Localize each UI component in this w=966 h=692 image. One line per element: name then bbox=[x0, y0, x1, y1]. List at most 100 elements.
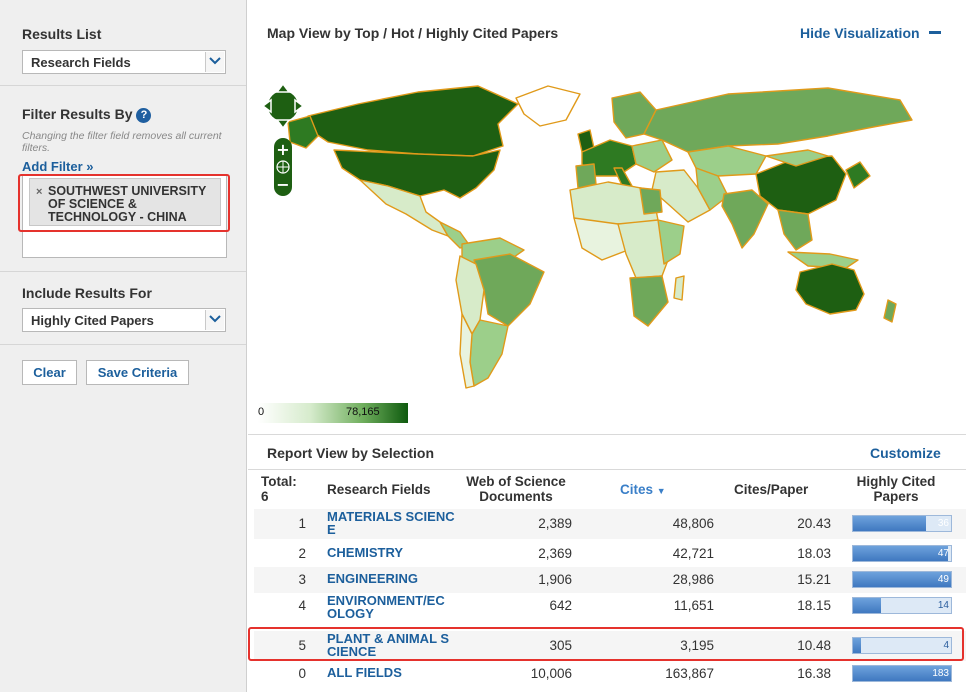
highly-cited-value: 47 bbox=[937, 548, 949, 559]
row-cites: 42,721 bbox=[672, 546, 714, 561]
legend-max: 78,165 bbox=[346, 406, 380, 418]
highlight-box-filter bbox=[18, 174, 230, 232]
map-region-argentina bbox=[469, 319, 509, 387]
row-documents: 305 bbox=[549, 638, 572, 653]
highly-cited-bar: 49 bbox=[852, 571, 952, 588]
highly-cited-bar-fill bbox=[853, 546, 948, 561]
include-select[interactable]: Highly Cited Papers bbox=[22, 308, 226, 332]
highly-cited-value: 4 bbox=[943, 640, 949, 651]
clear-button[interactable]: Clear bbox=[22, 360, 77, 385]
wos-documents-header[interactable]: Web of Science Documents bbox=[466, 474, 566, 504]
highly-cited-bar-fill bbox=[853, 572, 951, 587]
cites-header[interactable]: Cites ▼ bbox=[620, 482, 666, 499]
row-cites: 11,651 bbox=[673, 598, 714, 613]
table-row[interactable]: 5 PLANT & ANIMAL SCIENCE 305 3,195 10.48 4 bbox=[254, 631, 966, 661]
row-cites-per-paper: 15.21 bbox=[797, 572, 831, 587]
world-map[interactable]: + − bbox=[248, 64, 966, 434]
research-field-link[interactable]: ENGINEERING bbox=[327, 571, 419, 586]
table-row[interactable]: 3 ENGINEERING 1,906 28,986 15.21 49 bbox=[254, 567, 966, 593]
hide-visualization-link[interactable]: Hide Visualization bbox=[800, 25, 942, 41]
results-list-title: Results List bbox=[22, 26, 102, 42]
hide-visualization-label: Hide Visualization bbox=[800, 25, 920, 41]
results-list-section: Results List Research Fields bbox=[0, 0, 246, 86]
research-field-link[interactable]: CHEMISTRY bbox=[327, 545, 404, 560]
results-list-select[interactable]: Research Fields bbox=[22, 50, 226, 74]
row-documents: 1,906 bbox=[538, 572, 572, 587]
filter-list-box[interactable]: × SOUTHWEST UNIVERSITY OF SCIENCE & TECH… bbox=[22, 174, 227, 258]
cites-header-label: Cites bbox=[620, 482, 654, 497]
add-filter-link[interactable]: Add Filter » bbox=[22, 159, 94, 174]
row-rank: 0 bbox=[298, 666, 306, 681]
map-view-title: Map View by Top / Hot / Highly Cited Pap… bbox=[267, 25, 559, 41]
total-label: Total: bbox=[261, 474, 297, 489]
table-row[interactable]: 2 CHEMISTRY 2,369 42,721 18.03 47 bbox=[254, 541, 966, 567]
row-cites: 3,195 bbox=[680, 638, 714, 653]
help-icon[interactable]: ? bbox=[136, 108, 152, 123]
map-region-japan-korea bbox=[845, 161, 871, 189]
map-pan-control[interactable] bbox=[261, 82, 305, 130]
row-cites-per-paper: 18.15 bbox=[797, 598, 831, 613]
research-field-link[interactable]: MATERIALS SCIENCE bbox=[327, 509, 455, 537]
map-region-brazil bbox=[473, 253, 545, 327]
highly-cited-bar-fill bbox=[853, 598, 881, 613]
highly-cited-bar-fill bbox=[853, 516, 926, 531]
map-region-canada bbox=[307, 85, 519, 157]
research-fields-header[interactable]: Research Fields bbox=[327, 482, 431, 497]
results-list-select-value: Research Fields bbox=[31, 55, 131, 70]
highly-cited-bar: 47 bbox=[852, 545, 952, 562]
svg-text:−: − bbox=[276, 175, 289, 194]
table-row[interactable]: 4 ENVIRONMENT/ECOLOGY 642 11,651 18.15 14 bbox=[254, 593, 966, 621]
map-region-madagascar bbox=[673, 275, 685, 301]
map-region-eastern-europe bbox=[631, 139, 673, 173]
highly-cited-bar: 14 bbox=[852, 597, 952, 614]
map-region-mongolia bbox=[765, 149, 829, 167]
map-region-indonesia bbox=[787, 251, 859, 269]
include-title: Include Results For bbox=[22, 285, 152, 301]
row-documents: 2,389 bbox=[538, 516, 572, 531]
highly-cited-papers-header[interactable]: Highly Cited Papers bbox=[856, 474, 936, 504]
save-criteria-button[interactable]: Save Criteria bbox=[86, 360, 189, 385]
map-region-india bbox=[721, 189, 769, 249]
filter-section: Filter Results By? bbox=[0, 86, 246, 272]
research-field-link[interactable]: ENVIRONMENT/ECOLOGY bbox=[327, 593, 445, 621]
map-region-alaska bbox=[287, 115, 319, 149]
map-zoom-control[interactable]: + − bbox=[274, 138, 292, 196]
table-row[interactable]: 0 ALL FIELDS 10,006 163,867 16.38 183 bbox=[254, 661, 966, 687]
highly-cited-value: 14 bbox=[937, 600, 949, 611]
row-rank: 2 bbox=[298, 546, 306, 561]
row-rank: 3 bbox=[298, 572, 306, 587]
divider bbox=[248, 434, 966, 435]
map-region-iran bbox=[695, 167, 729, 211]
map-region-new-zealand bbox=[883, 299, 897, 323]
research-field-link[interactable]: ALL FIELDS bbox=[327, 665, 402, 680]
total-value: 6 bbox=[261, 489, 269, 504]
map-legend: 0 78,165 bbox=[258, 403, 408, 423]
filter-title-text: Filter Results By bbox=[22, 106, 133, 122]
row-cites: 48,806 bbox=[672, 516, 714, 531]
highlight-box-row bbox=[248, 627, 964, 661]
minus-icon bbox=[929, 31, 942, 34]
map-region-east-africa bbox=[657, 219, 685, 265]
row-rank: 5 bbox=[298, 638, 306, 653]
chevron-down-icon[interactable] bbox=[205, 310, 224, 330]
map-region-west-africa bbox=[573, 217, 629, 261]
table-row[interactable]: 1 MATERIALS SCIENCE 2,389 48,806 20.43 36 bbox=[254, 509, 966, 539]
row-cites: 163,867 bbox=[665, 666, 714, 681]
row-cites-per-paper: 18.03 bbox=[797, 546, 831, 561]
include-section: Include Results For Highly Cited Papers bbox=[0, 272, 246, 345]
map-region-greenland bbox=[515, 85, 581, 127]
include-select-value: Highly Cited Papers bbox=[31, 313, 154, 328]
filter-chip-label: SOUTHWEST UNIVERSITY OF SCIENCE & TECHNO… bbox=[48, 184, 207, 224]
remove-filter-icon[interactable]: × bbox=[36, 186, 43, 198]
customize-link[interactable]: Customize bbox=[870, 445, 941, 461]
row-rank: 1 bbox=[298, 516, 306, 531]
map-region-chile bbox=[459, 313, 475, 389]
map-region-usa bbox=[333, 149, 501, 199]
research-field-link[interactable]: PLANT & ANIMAL SCIENCE bbox=[327, 631, 450, 659]
filter-hint: Changing the filter field removes all cu… bbox=[22, 130, 222, 154]
chevron-down-icon[interactable] bbox=[205, 52, 224, 72]
highly-cited-value: 183 bbox=[932, 668, 949, 679]
cites-per-paper-header[interactable]: Cites/Paper bbox=[734, 482, 809, 497]
divider bbox=[248, 469, 966, 470]
legend-gradient bbox=[258, 403, 408, 423]
